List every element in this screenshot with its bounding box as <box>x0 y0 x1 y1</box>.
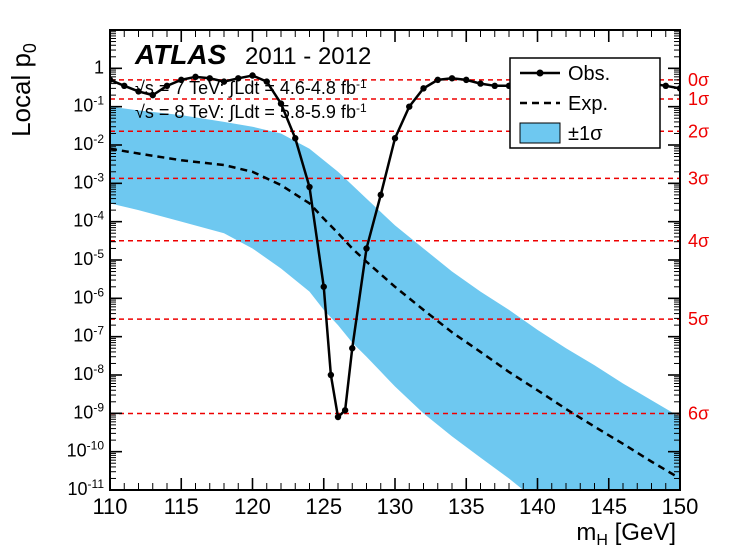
svg-text:110: 110 <box>92 494 127 519</box>
sigma-label: 6σ <box>688 404 709 424</box>
legend-obs-marker <box>537 70 544 77</box>
sigma-label: 1σ <box>688 89 709 109</box>
sigma-label: 2σ <box>688 121 709 141</box>
sigma-label: 5σ <box>688 309 709 329</box>
svg-text:135: 135 <box>448 494 485 519</box>
svg-text:130: 130 <box>377 494 414 519</box>
svg-text:140: 140 <box>519 494 556 519</box>
legend-band-label: ±1σ <box>568 123 603 145</box>
x-axis-label: mH [GeV] <box>576 519 676 545</box>
svg-text:125: 125 <box>305 494 342 519</box>
sigma-label: 0σ <box>688 70 709 90</box>
atlas-label: ATLAS <box>134 39 227 70</box>
svg-text:120: 120 <box>234 494 271 519</box>
svg-text:150: 150 <box>662 494 699 519</box>
svg-text:145: 145 <box>590 494 627 519</box>
lumi-7tev: √s = 7 TeV: ∫Ldt = 4.6-4.8 fb-1 <box>135 77 367 98</box>
sigma-label: 3σ <box>688 168 709 188</box>
sigma-label: 4σ <box>688 231 709 251</box>
legend-obs-label: Obs. <box>568 63 610 85</box>
years-label: 2011 - 2012 <box>245 43 371 70</box>
legend-band-swatch <box>520 123 560 143</box>
y-axis-label: Local p0 <box>6 43 40 137</box>
svg-text:1: 1 <box>94 57 104 77</box>
lumi-8tev: √s = 8 TeV: ∫Ldt = 5.8-5.9 fb-1 <box>135 101 367 122</box>
legend-exp-label: Exp. <box>568 93 608 115</box>
svg-text:115: 115 <box>164 494 199 519</box>
